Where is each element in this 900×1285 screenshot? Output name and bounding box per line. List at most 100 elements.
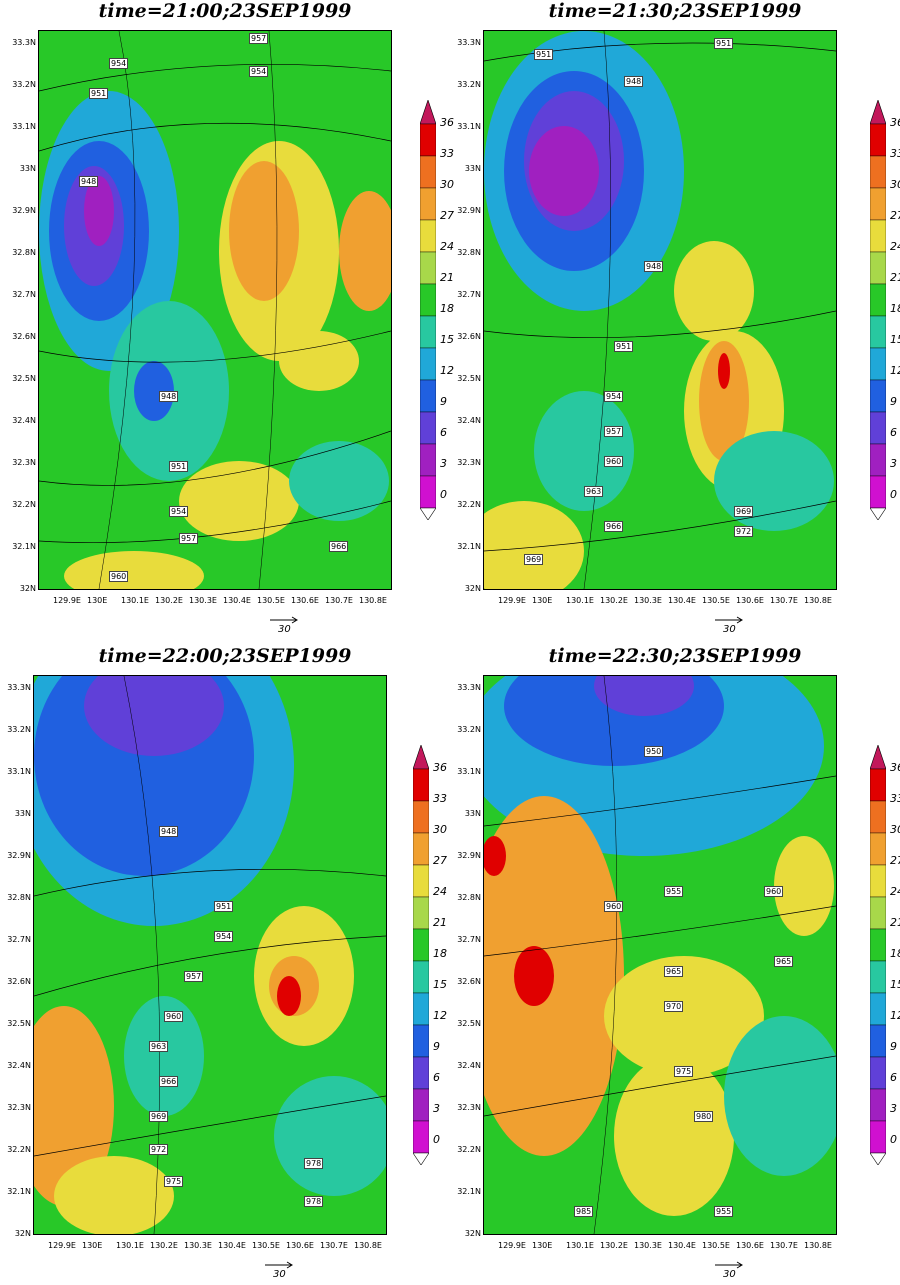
lon-tick-label: 130.6E bbox=[736, 1241, 764, 1250]
lat-tick-label: 32.9N bbox=[457, 206, 481, 215]
colorbar-tick-label: 15 bbox=[440, 333, 454, 346]
colorbar-tick-label: 0 bbox=[890, 488, 897, 501]
isobar-label: 966 bbox=[159, 1076, 179, 1087]
lon-tick-label: 130.3E bbox=[189, 596, 217, 605]
lat-tick-label: 32.5N bbox=[12, 374, 36, 383]
colorbar-tick-label: 6 bbox=[890, 426, 897, 439]
lat-tick-label: 32.4N bbox=[457, 1061, 481, 1070]
isobar-label: 948 bbox=[159, 826, 179, 837]
isobar-label: 954 bbox=[109, 58, 129, 69]
lat-tick-label: 32N bbox=[464, 1229, 481, 1238]
isobar-label: 954 bbox=[249, 66, 269, 77]
lon-tick-label: 130.8E bbox=[354, 1241, 382, 1250]
lon-tick-label: 130.4E bbox=[668, 1241, 696, 1250]
reference-vector-label: 30 bbox=[723, 624, 736, 635]
lat-tick-label: 32.8N bbox=[457, 893, 481, 902]
lat-tick-label: 33.3N bbox=[457, 683, 481, 692]
panel-title: time=21:30;23SEP1999 bbox=[548, 0, 802, 22]
lon-tick-label: 129.9E bbox=[498, 596, 526, 605]
lat-tick-label: 32.2N bbox=[7, 1145, 31, 1154]
colorbar-tick-label: 33 bbox=[440, 147, 454, 160]
lat-tick-label: 32.3N bbox=[12, 458, 36, 467]
colorbar-tick-label: 33 bbox=[890, 792, 900, 805]
isobar-label: 965 bbox=[664, 966, 684, 977]
colorbar-tick-label: 21 bbox=[890, 271, 900, 284]
lat-tick-label: 32.5N bbox=[457, 1019, 481, 1028]
colorbar-tick-label: 30 bbox=[890, 823, 900, 836]
lat-tick-label: 32.9N bbox=[457, 851, 481, 860]
lat-tick-label: 32.6N bbox=[457, 332, 481, 341]
lat-tick-label: 32.6N bbox=[457, 977, 481, 986]
lon-tick-label: 129.9E bbox=[498, 1241, 526, 1250]
lat-tick-label: 32.1N bbox=[457, 1187, 481, 1196]
isobar-label: 966 bbox=[329, 541, 349, 552]
lon-tick-label: 130.7E bbox=[320, 1241, 348, 1250]
lon-tick-label: 130.8E bbox=[804, 596, 832, 605]
colorbar-tick-label: 27 bbox=[890, 209, 900, 222]
isobar-label: 966 bbox=[604, 521, 624, 532]
colorbar bbox=[413, 745, 429, 1165]
lon-tick-label: 130.5E bbox=[252, 1241, 280, 1250]
isobar-label: 975 bbox=[674, 1066, 694, 1077]
map-field bbox=[34, 676, 386, 1234]
isobar-label: 951 bbox=[214, 901, 234, 912]
colorbar-tick-label: 9 bbox=[440, 395, 447, 408]
lat-tick-label: 32.4N bbox=[457, 416, 481, 425]
isobar-label: 960 bbox=[604, 456, 624, 467]
lon-tick-label: 129.9E bbox=[48, 1241, 76, 1250]
lat-tick-label: 33.1N bbox=[12, 122, 36, 131]
colorbar-tick-label: 6 bbox=[440, 426, 447, 439]
isobar-label: 985 bbox=[574, 1206, 594, 1217]
colorbar-tick-label: 30 bbox=[890, 178, 900, 191]
lat-tick-label: 32.4N bbox=[7, 1061, 31, 1070]
lon-tick-label: 130.6E bbox=[291, 596, 319, 605]
colorbar-tick-label: 24 bbox=[440, 240, 454, 253]
colorbar-tick-label: 21 bbox=[890, 916, 900, 929]
panel-4: time=22:30;23SEP1999 950 955 960 960 965 965 9… bbox=[450, 645, 900, 1285]
lat-tick-label: 33.2N bbox=[457, 725, 481, 734]
colorbar-tick-label: 33 bbox=[433, 792, 447, 805]
panel-1: time=21:00;23SEP1999 957 954 951 954 948 94 bbox=[0, 0, 454, 640]
lon-tick-label: 130.5E bbox=[257, 596, 285, 605]
colorbar-tick-label: 30 bbox=[433, 823, 447, 836]
lat-tick-label: 32.2N bbox=[12, 500, 36, 509]
lat-tick-label: 32N bbox=[14, 1229, 31, 1238]
colorbar-tick-label: 12 bbox=[440, 364, 454, 377]
lat-tick-label: 32.4N bbox=[12, 416, 36, 425]
colorbar-tick-label: 3 bbox=[440, 457, 447, 470]
map-area: 957 954 951 954 948 948 951 954 957 966 960 bbox=[38, 30, 392, 590]
colorbar-tick-label: 24 bbox=[890, 885, 900, 898]
isobar-label: 948 bbox=[79, 176, 99, 187]
lat-tick-label: 33.1N bbox=[457, 122, 481, 131]
lon-tick-label: 129.9E bbox=[53, 596, 81, 605]
colorbar-tick-label: 12 bbox=[890, 364, 900, 377]
isobar-label: 948 bbox=[159, 391, 179, 402]
lat-tick-label: 33N bbox=[464, 809, 481, 818]
map-area: 948 951 954 957 960 963 966 969 972 975 978 978 bbox=[33, 675, 387, 1235]
lon-tick-label: 130.6E bbox=[736, 596, 764, 605]
colorbar-tick-label: 0 bbox=[440, 488, 447, 501]
lat-tick-label: 32.1N bbox=[457, 542, 481, 551]
isobar-label: 957 bbox=[179, 533, 199, 544]
isobar-label: 969 bbox=[734, 506, 754, 517]
isobar-label: 980 bbox=[694, 1111, 714, 1122]
lat-tick-label: 32.6N bbox=[12, 332, 36, 341]
lat-tick-label: 33N bbox=[19, 164, 36, 173]
lon-tick-label: 130.1E bbox=[566, 1241, 594, 1250]
colorbar-tick-label: 12 bbox=[433, 1009, 447, 1022]
colorbar bbox=[870, 100, 886, 520]
isobar-label: 963 bbox=[149, 1041, 169, 1052]
panel-title: time=22:00;23SEP1999 bbox=[98, 645, 352, 667]
lat-tick-label: 32.8N bbox=[7, 893, 31, 902]
colorbar-tick-label: 36 bbox=[890, 116, 900, 129]
colorbar-tick-label: 3 bbox=[890, 1102, 897, 1115]
lat-tick-label: 32.7N bbox=[457, 935, 481, 944]
lat-tick-label: 33.1N bbox=[457, 767, 481, 776]
isobar-label: 951 bbox=[534, 49, 554, 60]
lat-tick-label: 32.1N bbox=[7, 1187, 31, 1196]
lat-tick-label: 33.1N bbox=[7, 767, 31, 776]
colorbar-tick-label: 27 bbox=[440, 209, 454, 222]
isobar-label: 951 bbox=[614, 341, 634, 352]
colorbar-tick-label: 24 bbox=[890, 240, 900, 253]
colorbar-tick-label: 15 bbox=[433, 978, 447, 991]
